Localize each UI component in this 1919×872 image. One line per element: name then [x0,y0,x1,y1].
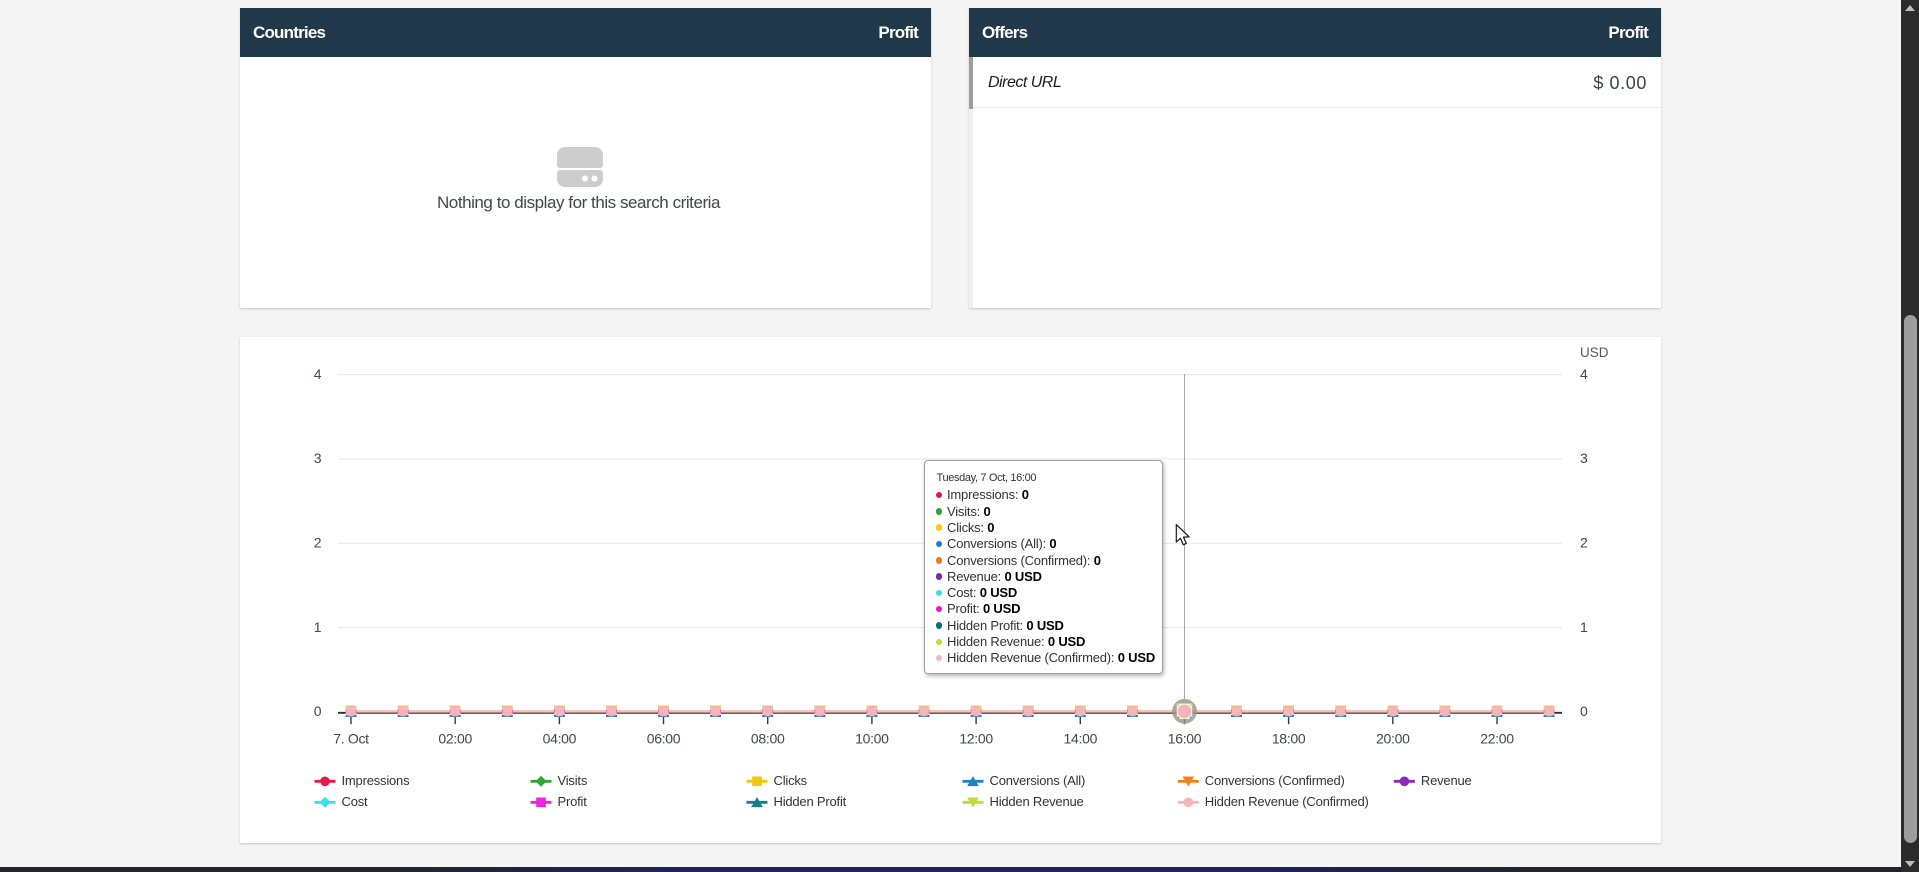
svg-text:06:00: 06:00 [647,731,681,747]
svg-text:02:00: 02:00 [438,731,472,747]
svg-text:Conversions (All): Conversions (All) [990,773,1086,788]
svg-text:2: 2 [1580,535,1588,551]
svg-text:Visits: Visits [558,773,588,788]
svg-text:3: 3 [1580,450,1588,466]
svg-text:4: 4 [1580,366,1588,382]
svg-text:Hidden Revenue (Confirmed): Hidden Revenue (Confirmed) [1205,794,1369,809]
svg-text:0: 0 [314,703,322,719]
svg-text:12:00: 12:00 [959,731,993,747]
svg-text:Clicks: Clicks [774,773,808,788]
svg-text:Impressions: Impressions [342,773,411,788]
svg-text:USD: USD [1580,345,1609,360]
svg-text:2: 2 [314,535,322,551]
svg-text:16:00: 16:00 [1168,731,1202,747]
svg-text:22:00: 22:00 [1480,731,1514,747]
svg-text:Revenue: Revenue [1421,773,1472,788]
svg-text:Conversions (Confirmed): Conversions (Confirmed) [1205,773,1345,788]
svg-text:14:00: 14:00 [1064,731,1098,747]
svg-text:1: 1 [314,619,322,635]
svg-text:10:00: 10:00 [855,731,889,747]
svg-text:08:00: 08:00 [751,731,785,747]
svg-text:18:00: 18:00 [1272,731,1306,747]
svg-text:7. Oct: 7. Oct [333,731,369,747]
svg-text:1: 1 [1580,619,1588,635]
svg-text:4: 4 [314,366,322,382]
svg-text:Cost: Cost [342,794,369,809]
svg-text:04:00: 04:00 [543,731,577,747]
svg-text:Profit: Profit [558,794,588,809]
svg-text:20:00: 20:00 [1376,731,1410,747]
svg-text:0: 0 [1580,703,1588,719]
svg-text:Hidden Revenue: Hidden Revenue [990,794,1084,809]
svg-text:3: 3 [314,450,322,466]
svg-text:Hidden Profit: Hidden Profit [774,794,847,809]
